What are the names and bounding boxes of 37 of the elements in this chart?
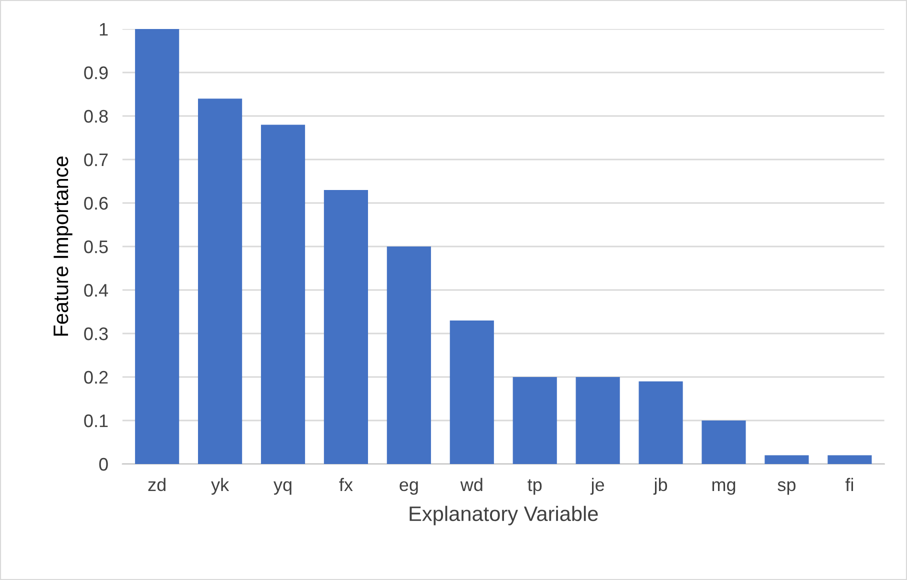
y-tick-label: 0.6 — [84, 196, 108, 210]
y-axis-title: Feature Importance — [54, 156, 72, 336]
y-tick-label: 0.7 — [84, 153, 108, 166]
x-tick-label: fi — [845, 478, 853, 491]
x-tick-label: je — [590, 478, 604, 495]
x-axis-title: Explanatory Variable — [410, 506, 598, 526]
x-tick-label: zd — [148, 478, 166, 492]
y-tick-label: 1 — [100, 23, 108, 36]
bar — [638, 381, 683, 464]
x-tick-label: eg — [400, 481, 418, 495]
bar — [198, 98, 242, 464]
x-tick-label: mg — [712, 481, 736, 495]
bar — [324, 190, 368, 464]
bar — [764, 455, 809, 464]
y-tick-label: 0.9 — [84, 66, 108, 80]
y-tick-label: 0.2 — [84, 370, 108, 384]
bar — [450, 320, 494, 464]
x-tick-label: sp — [778, 481, 796, 495]
y-tick-label: 0.4 — [84, 284, 108, 297]
x-tick-label: yq — [274, 481, 292, 495]
x-tick-label: wd — [460, 478, 482, 492]
x-tick-label: jb — [653, 478, 668, 495]
bar — [828, 455, 872, 464]
bar — [386, 246, 431, 464]
bar — [576, 377, 620, 464]
y-tick-label: 0.8 — [84, 110, 108, 123]
bar — [135, 29, 180, 464]
x-tick-label: yk — [211, 478, 230, 495]
y-tick-label: 0 — [99, 458, 108, 471]
bar — [512, 377, 557, 464]
bar — [260, 124, 306, 464]
x-tick-label: tp — [528, 479, 542, 495]
y-tick-label: 0.5 — [84, 240, 108, 254]
bar — [702, 420, 746, 464]
y-tick-label: 0.3 — [84, 327, 108, 340]
y-tick-label: 0.1 — [84, 414, 108, 428]
x-tick-label: fx — [339, 478, 353, 491]
